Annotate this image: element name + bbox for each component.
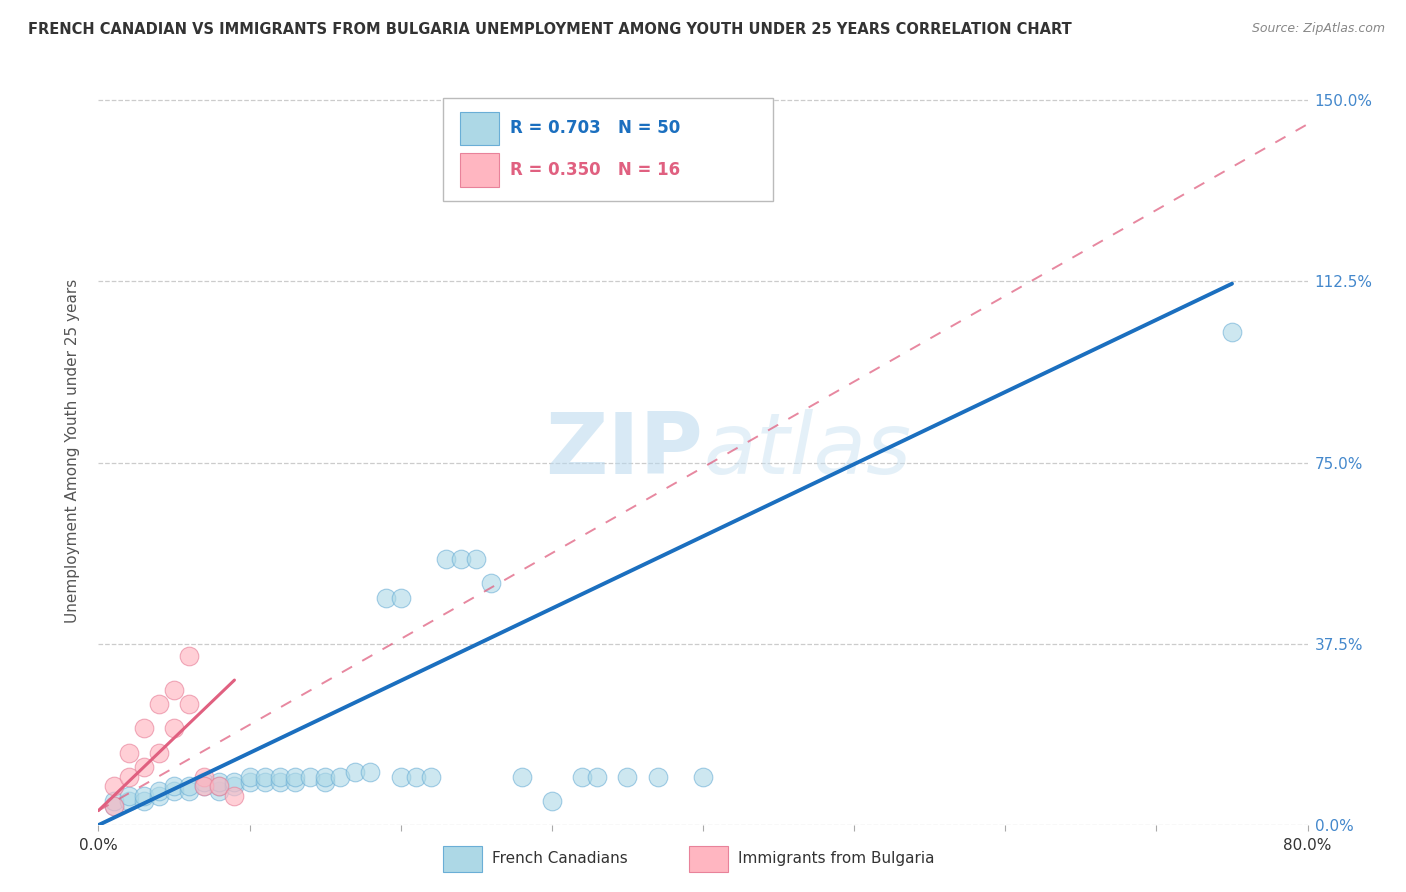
- Point: [163, 780, 186, 794]
- Point: [329, 770, 352, 784]
- Point: [314, 770, 336, 784]
- Point: [344, 764, 367, 779]
- Text: FRENCH CANADIAN VS IMMIGRANTS FROM BULGARIA UNEMPLOYMENT AMONG YOUTH UNDER 25 YE: FRENCH CANADIAN VS IMMIGRANTS FROM BULGA…: [28, 22, 1071, 37]
- Point: [360, 764, 382, 779]
- Point: [253, 774, 276, 789]
- Point: [224, 789, 246, 803]
- Point: [179, 780, 201, 794]
- Point: [284, 770, 307, 784]
- Point: [420, 770, 443, 784]
- Point: [389, 591, 412, 605]
- Point: [405, 770, 427, 784]
- Point: [103, 798, 125, 813]
- Text: French Canadians: French Canadians: [492, 852, 628, 866]
- Point: [103, 780, 125, 794]
- Point: [450, 552, 472, 566]
- Point: [374, 591, 396, 605]
- Point: [148, 789, 170, 803]
- Point: [193, 780, 215, 794]
- Point: [616, 770, 638, 784]
- Point: [1220, 325, 1243, 339]
- Point: [179, 648, 201, 663]
- Point: [179, 784, 201, 798]
- Point: [208, 780, 231, 794]
- Point: [692, 770, 714, 784]
- Point: [299, 770, 322, 784]
- Text: ZIP: ZIP: [546, 409, 703, 492]
- Point: [163, 682, 186, 697]
- Text: atlas: atlas: [703, 409, 911, 492]
- Point: [224, 774, 246, 789]
- Point: [193, 780, 215, 794]
- Point: [132, 722, 155, 736]
- Point: [465, 552, 488, 566]
- Point: [179, 698, 201, 712]
- Point: [118, 794, 141, 808]
- Point: [647, 770, 669, 784]
- Point: [118, 789, 141, 803]
- Point: [269, 770, 291, 784]
- Point: [208, 784, 231, 798]
- Point: [239, 774, 262, 789]
- Text: Immigrants from Bulgaria: Immigrants from Bulgaria: [738, 852, 935, 866]
- Point: [163, 784, 186, 798]
- Point: [148, 746, 170, 760]
- Point: [118, 770, 141, 784]
- Text: R = 0.350   N = 16: R = 0.350 N = 16: [510, 161, 681, 179]
- Point: [571, 770, 593, 784]
- Point: [132, 789, 155, 803]
- Point: [118, 746, 141, 760]
- Y-axis label: Unemployment Among Youth under 25 years: Unemployment Among Youth under 25 years: [65, 278, 80, 623]
- Point: [434, 552, 457, 566]
- Point: [239, 770, 262, 784]
- Text: R = 0.703   N = 50: R = 0.703 N = 50: [510, 120, 681, 137]
- Point: [253, 770, 276, 784]
- Point: [193, 774, 215, 789]
- Text: Source: ZipAtlas.com: Source: ZipAtlas.com: [1251, 22, 1385, 36]
- Point: [103, 798, 125, 813]
- Point: [163, 722, 186, 736]
- Point: [481, 576, 503, 591]
- Point: [314, 774, 336, 789]
- Point: [132, 760, 155, 774]
- Point: [224, 780, 246, 794]
- Point: [193, 770, 215, 784]
- Point: [284, 774, 307, 789]
- Point: [148, 784, 170, 798]
- Point: [208, 774, 231, 789]
- Point: [103, 794, 125, 808]
- Point: [148, 698, 170, 712]
- Point: [510, 770, 533, 784]
- Point: [208, 780, 231, 794]
- Point: [586, 770, 609, 784]
- Point: [389, 770, 412, 784]
- Point: [132, 794, 155, 808]
- Point: [269, 774, 291, 789]
- Point: [540, 794, 562, 808]
